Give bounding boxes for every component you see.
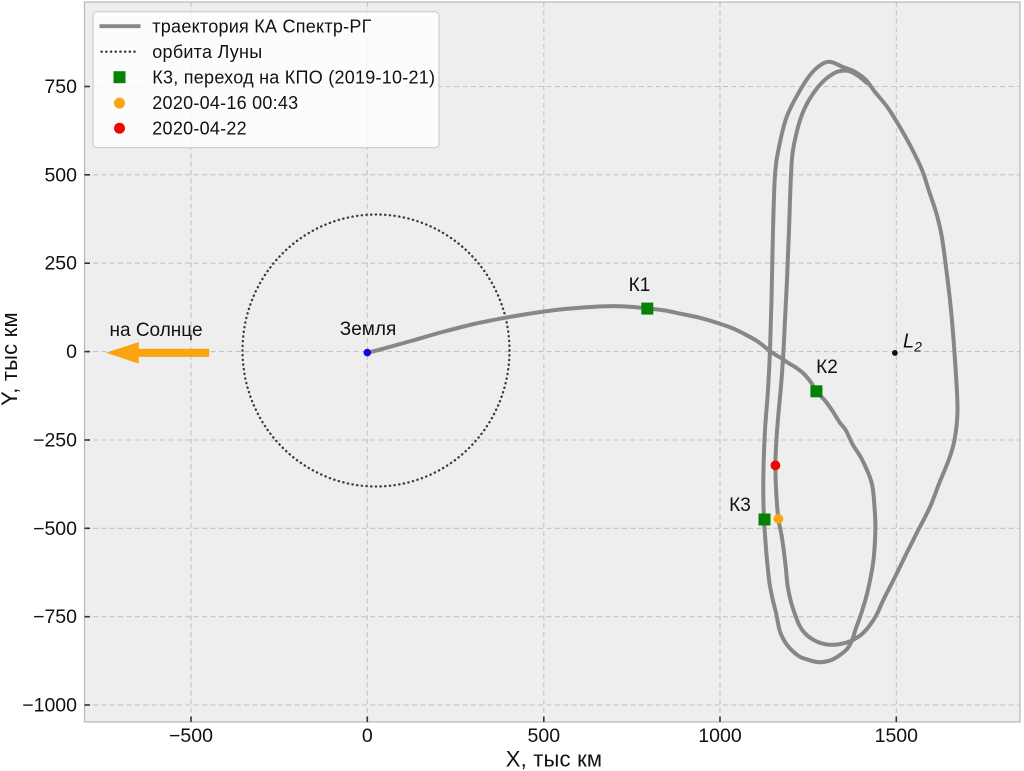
svg-text:0: 0 [362,725,373,747]
svg-text:500: 500 [528,725,561,747]
svg-text:1500: 1500 [875,725,919,747]
svg-text:−1000: −1000 [22,695,77,717]
svg-text:орбита Луны: орбита Луны [152,42,262,62]
svg-text:2020-04-16 00:43: 2020-04-16 00:43 [152,93,298,113]
svg-text:на Солнце: на Солнце [109,320,202,341]
svg-text:−500: −500 [33,518,77,540]
svg-text:К2: К2 [816,357,838,378]
svg-text:2020-04-22: 2020-04-22 [152,119,247,139]
svg-text:−250: −250 [33,430,77,452]
svg-text:1000: 1000 [698,725,742,747]
svg-text:К1: К1 [629,275,651,296]
svg-text:0: 0 [66,341,77,363]
svg-text:траектория КА Спектр-РГ: траектория КА Спектр-РГ [152,17,371,37]
svg-text:Y, тыс км: Y, тыс км [0,312,22,406]
svg-text:250: 250 [44,253,77,275]
svg-text:К3: К3 [729,495,751,516]
svg-text:−500: −500 [169,725,213,747]
svg-text:X, тыс км: X, тыс км [506,747,602,771]
svg-text:750: 750 [44,76,77,98]
svg-text:−750: −750 [33,606,77,628]
svg-text:Земля: Земля [340,319,396,340]
svg-text:К3, переход на КПО (2019-10-21: К3, переход на КПО (2019-10-21) [152,68,435,88]
svg-text:500: 500 [44,164,77,186]
